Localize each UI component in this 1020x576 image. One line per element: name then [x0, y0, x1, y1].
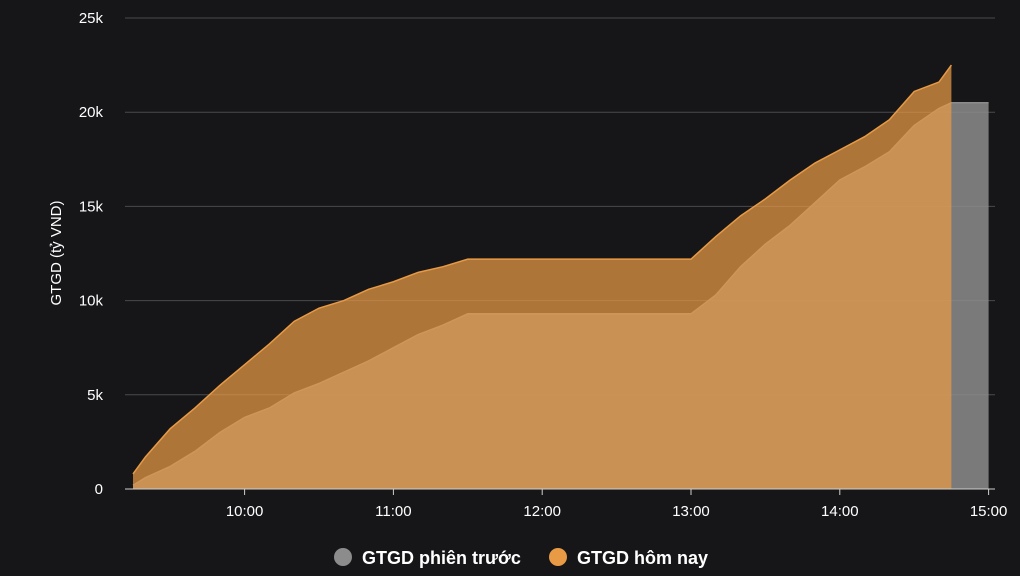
axes: 0 5k 10k 15k 20k 25k 10:00 11:00 12:00 13:00 14:00…: [79, 10, 1008, 520]
x-tick-label: 14:00: [821, 503, 859, 520]
series-areas: [132, 64, 989, 489]
x-tick-label: 13:00: [672, 503, 710, 520]
y-tick-label: 15k: [79, 198, 104, 215]
y-tick-label: 25k: [79, 10, 104, 27]
legend-item-today[interactable]: GTGD hôm nay: [549, 548, 708, 568]
x-tick-label: 11:00: [375, 503, 411, 520]
legend: GTGD phiên trước GTGD hôm nay: [334, 548, 708, 568]
y-tick-label: 5k: [87, 387, 103, 404]
y-tick-label: 10k: [79, 293, 104, 310]
legend-label: GTGD hôm nay: [577, 548, 708, 568]
y-tick-label: 0: [95, 481, 103, 498]
area-today: [133, 65, 952, 489]
x-tick-label: 12:00: [523, 503, 561, 520]
y-axis-title: GTGD (tỷ VND): [48, 201, 65, 306]
y-tick-label: 20k: [79, 104, 104, 121]
x-tick-label: 15:00: [970, 503, 1008, 520]
legend-marker: [334, 548, 352, 566]
legend-marker: [549, 548, 567, 566]
x-tick-label: 10:00: [226, 503, 264, 520]
legend-item-previous[interactable]: GTGD phiên trước: [334, 548, 521, 568]
line-today: [132, 64, 953, 475]
legend-label: GTGD phiên trước: [362, 548, 521, 568]
